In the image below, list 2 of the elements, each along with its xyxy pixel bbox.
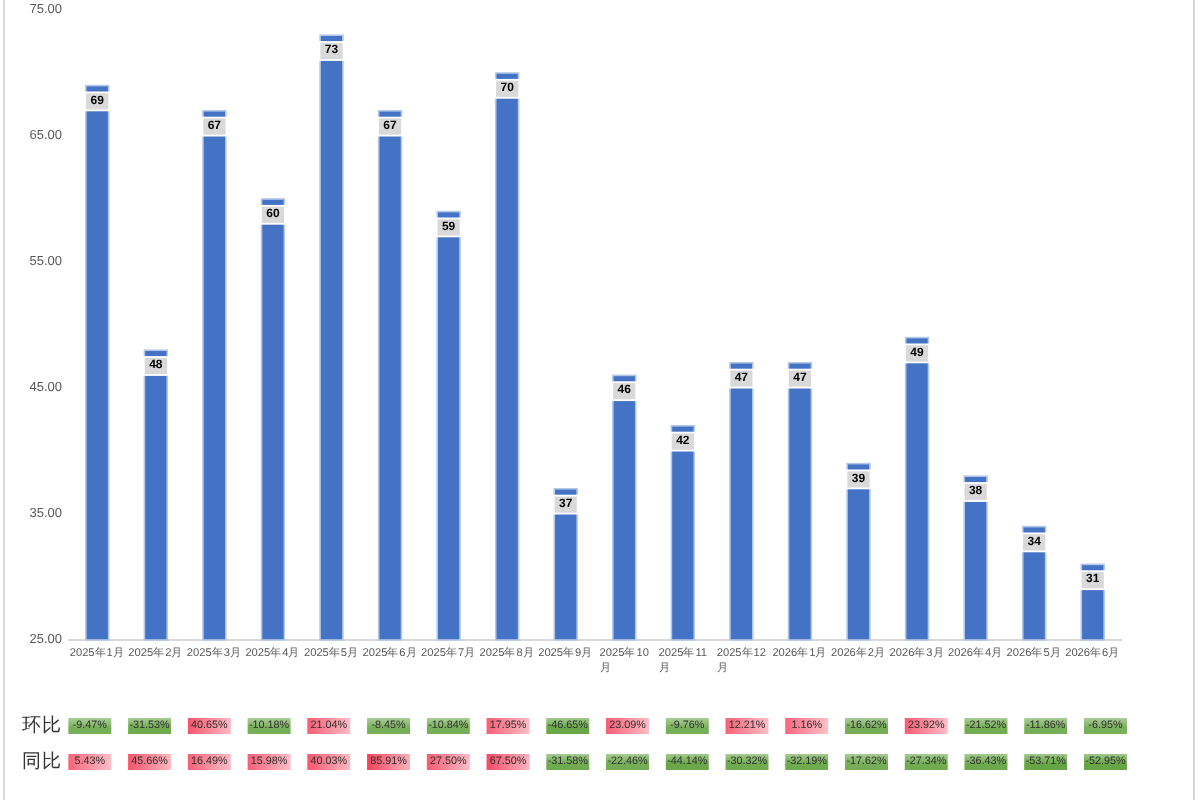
y-tick-label: 同比 bbox=[22, 749, 62, 773]
y-tick-label: 环比 bbox=[22, 713, 62, 737]
